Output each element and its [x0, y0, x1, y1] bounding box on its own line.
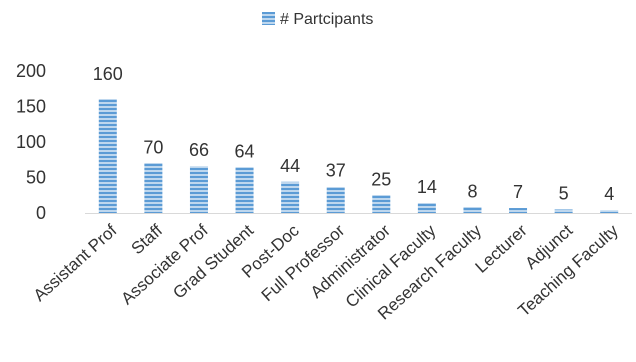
bars [98, 99, 619, 213]
bar [417, 203, 436, 213]
bar [326, 186, 345, 213]
y-tick-label: 200 [16, 61, 46, 81]
bar [235, 167, 254, 213]
y-tick-label: 150 [16, 97, 46, 117]
data-label: 44 [280, 156, 300, 176]
data-label: 70 [143, 137, 163, 157]
y-axis: 0 50 100 150 200 [16, 61, 46, 223]
data-label: 25 [371, 169, 391, 189]
bar [189, 166, 208, 213]
data-label: 64 [235, 142, 255, 162]
legend: # Partcipants [262, 11, 373, 28]
data-label: 7 [513, 182, 523, 202]
bar [372, 195, 391, 213]
bar [281, 181, 300, 213]
data-label: 37 [326, 161, 346, 181]
bar [144, 163, 163, 213]
bar [600, 210, 619, 213]
bar [98, 99, 117, 213]
bar [463, 207, 482, 213]
y-tick-label: 50 [26, 168, 46, 188]
y-tick-label: 0 [36, 203, 46, 223]
bar [554, 209, 573, 213]
data-labels: 160 70 66 64 44 37 25 14 8 7 5 4 [93, 64, 614, 204]
data-label: 5 [559, 183, 569, 203]
data-label: 8 [467, 181, 477, 201]
x-tick-label: Staff [128, 221, 167, 258]
y-tick-label: 100 [16, 132, 46, 152]
data-label: 160 [93, 64, 123, 84]
data-label: 14 [417, 177, 437, 197]
bar [509, 208, 528, 213]
data-label: 66 [189, 140, 209, 160]
legend-swatch [262, 12, 275, 25]
x-tick-label: Lecturer [472, 221, 531, 277]
data-label: 4 [604, 184, 614, 204]
legend-label: # Partcipants [280, 11, 373, 28]
x-tick-label: Assistant Prof [30, 221, 121, 305]
